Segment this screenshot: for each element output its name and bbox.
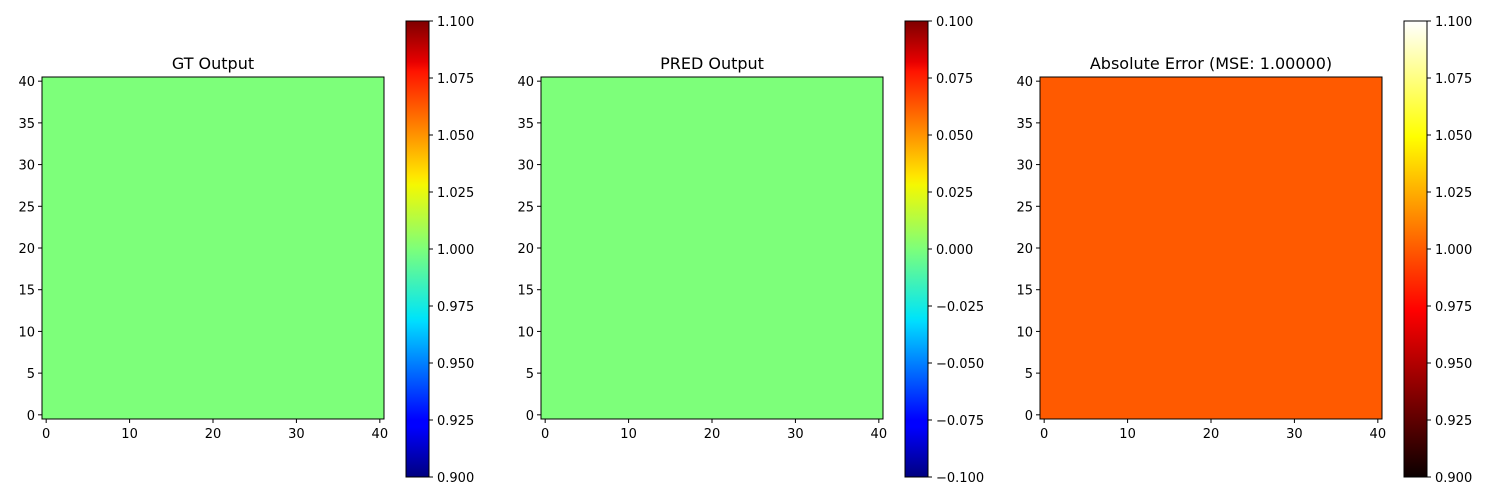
colorbar-tick-label: 0.975 <box>1435 300 1472 315</box>
x-tick-label: 20 <box>1203 427 1220 442</box>
colorbar-tick-label: 1.050 <box>1435 129 1472 144</box>
y-axis: 0 5 10 15 20 25 30 35 40 <box>1016 75 1040 424</box>
y-tick-label: 10 <box>1016 325 1033 340</box>
colorbar-tick-label: 1.100 <box>1435 15 1472 30</box>
x-tick-label: 30 <box>787 427 804 442</box>
x-tick-label: 0 <box>541 427 549 442</box>
y-tick-label: 30 <box>18 159 35 174</box>
x-tick-label: 30 <box>1286 427 1303 442</box>
colorbar-tick-label: 1.025 <box>437 186 474 201</box>
colorbar-tick-label: 1.075 <box>437 72 474 87</box>
y-tick-label: 20 <box>1016 242 1033 257</box>
y-tick-label: 30 <box>1016 159 1033 174</box>
colorbar-tick-label: 0.075 <box>936 72 973 87</box>
x-tick-label: 20 <box>704 427 721 442</box>
colorbar-tick-label: −0.025 <box>936 300 984 315</box>
x-tick-label: 0 <box>1040 427 1048 442</box>
y-axis: 0 5 10 15 20 25 30 35 40 <box>517 75 541 424</box>
y-tick-label: 10 <box>18 325 35 340</box>
colorbar-tick-label: 0.900 <box>437 471 474 486</box>
colorbar-tick-label: 1.075 <box>1435 72 1472 87</box>
colorbar-ticks: 0.900 0.925 0.950 0.975 1.000 1.025 1.050 1.075… <box>429 15 474 486</box>
panel-pred-output: PRED Output 0 10 20 30 40 0 5 10 15 20 25 30 35 40 −… <box>517 15 984 486</box>
panel-title: GT Output <box>172 54 254 73</box>
colorbar-tick-label: −0.075 <box>936 414 984 429</box>
y-tick-label: 10 <box>517 325 534 340</box>
colorbar-tick-label: −0.050 <box>936 357 984 372</box>
x-tick-label: 40 <box>372 427 389 442</box>
colorbar <box>405 20 430 478</box>
y-tick-label: 15 <box>1016 284 1033 299</box>
y-tick-label: 40 <box>18 75 35 90</box>
x-tick-label: 40 <box>1370 427 1387 442</box>
y-tick-label: 25 <box>1016 200 1033 215</box>
y-tick-label: 0 <box>27 409 35 424</box>
x-axis: 0 10 20 30 40 <box>42 419 388 442</box>
colorbar <box>904 20 929 478</box>
y-tick-label: 25 <box>18 200 35 215</box>
x-tick-label: 40 <box>871 427 888 442</box>
x-tick-label: 20 <box>205 427 222 442</box>
y-tick-label: 30 <box>517 159 534 174</box>
y-tick-label: 0 <box>1025 409 1033 424</box>
x-axis: 0 10 20 30 40 <box>1040 419 1386 442</box>
y-axis: 0 5 10 15 20 25 30 35 40 <box>18 75 42 424</box>
y-tick-label: 5 <box>1025 367 1033 382</box>
colorbar-tick-label: 0.950 <box>1435 357 1472 372</box>
colorbar-ticks: 0.900 0.925 0.950 0.975 1.000 1.025 1.050 1.075… <box>1427 15 1472 486</box>
y-tick-label: 15 <box>517 284 534 299</box>
colorbar-tick-label: 0.925 <box>437 414 474 429</box>
y-tick-label: 25 <box>517 200 534 215</box>
panel-absolute-error: Absolute Error (MSE: 1.00000) 0 10 20 30 40 … <box>1016 15 1472 486</box>
colorbar <box>1403 20 1428 478</box>
x-tick-label: 10 <box>1119 427 1136 442</box>
panel-gt-output: GT Output 0 10 20 30 40 0 5 10 15 20 25 30 35 40 0.9… <box>18 15 474 486</box>
panel-title: Absolute Error (MSE: 1.00000) <box>1090 54 1332 73</box>
colorbar-tick-label: −0.100 <box>936 471 984 486</box>
y-tick-label: 5 <box>27 367 35 382</box>
y-tick-label: 40 <box>1016 75 1033 90</box>
y-tick-label: 20 <box>18 242 35 257</box>
colorbar-tick-label: 0.975 <box>437 300 474 315</box>
y-tick-label: 35 <box>1016 117 1033 132</box>
x-axis: 0 10 20 30 40 <box>541 419 887 442</box>
x-tick-label: 0 <box>42 427 50 442</box>
x-tick-label: 30 <box>288 427 305 442</box>
heatmap-image <box>541 77 883 419</box>
colorbar-ticks: −0.100 −0.075 −0.050 −0.025 0.000 0.025 0.050 0… <box>928 15 984 486</box>
y-tick-label: 15 <box>18 284 35 299</box>
y-tick-label: 5 <box>526 367 534 382</box>
colorbar-tick-label: 0.025 <box>936 186 973 201</box>
heatmap-image <box>42 77 384 419</box>
y-tick-label: 35 <box>18 117 35 132</box>
y-tick-label: 35 <box>517 117 534 132</box>
colorbar-tick-label: 0.950 <box>437 357 474 372</box>
heatmap-image <box>1040 77 1382 419</box>
colorbar-tick-label: 0.000 <box>936 243 973 258</box>
colorbar-tick-label: 1.050 <box>437 129 474 144</box>
y-tick-label: 0 <box>526 409 534 424</box>
colorbar-tick-label: 0.050 <box>936 129 973 144</box>
colorbar-tick-label: 1.000 <box>437 243 474 258</box>
y-tick-label: 20 <box>517 242 534 257</box>
x-tick-label: 10 <box>121 427 138 442</box>
colorbar-tick-label: 1.000 <box>1435 243 1472 258</box>
y-tick-label: 40 <box>517 75 534 90</box>
colorbar-tick-label: 1.025 <box>1435 186 1472 201</box>
colorbar-tick-label: 0.100 <box>936 15 973 30</box>
panel-title: PRED Output <box>660 54 764 73</box>
colorbar-tick-label: 0.925 <box>1435 414 1472 429</box>
x-tick-label: 10 <box>620 427 637 442</box>
colorbar-tick-label: 1.100 <box>437 15 474 30</box>
colorbar-tick-label: 0.900 <box>1435 471 1472 486</box>
